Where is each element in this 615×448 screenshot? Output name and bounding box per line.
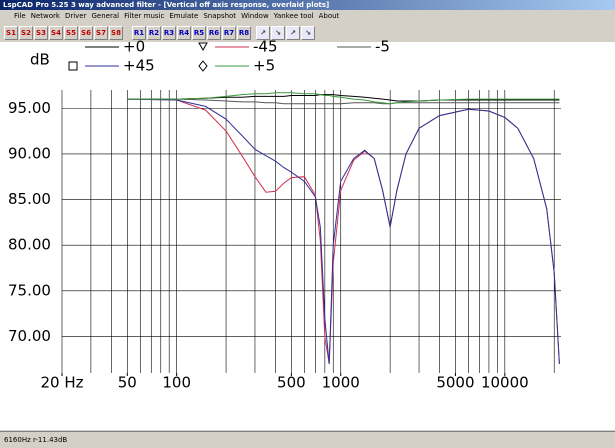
tool-button[interactable]: ↗	[256, 25, 270, 40]
x-tick-label: 500	[277, 374, 306, 392]
s-button[interactable]: S1	[4, 25, 18, 40]
s-button[interactable]: S5	[64, 25, 78, 40]
toolbar: S1 S2 S3 S4 S5 S6 S7 S8 R1 R2 R3 R4 R5 R6 R7 R8 ↗ ↘ ↗ ↘	[0, 25, 615, 40]
s-button[interactable]: S6	[79, 25, 93, 40]
r-button[interactable]: R8	[237, 25, 251, 40]
tool-button[interactable]: ↗	[286, 25, 300, 40]
s-button[interactable]: S3	[34, 25, 48, 40]
y-tick-label: 90.00	[8, 144, 51, 162]
menu-item[interactable]: Emulate	[169, 12, 199, 20]
series-line	[127, 98, 560, 364]
status-bar: 6160Hz r-11.43dB	[0, 431, 615, 447]
legend-symbol	[198, 42, 208, 52]
menu-item[interactable]: About	[318, 12, 340, 20]
chart-background	[0, 42, 615, 430]
r-button[interactable]: R6	[207, 25, 221, 40]
menu-item[interactable]: Snapshot	[203, 12, 237, 20]
menu-item[interactable]: Driver	[64, 12, 87, 20]
tool-button[interactable]: ↘	[301, 25, 315, 40]
x-tick-label: 5000	[436, 374, 474, 392]
r-button[interactable]: R3	[162, 25, 176, 40]
title-bar: LspCAD Pro 5.25 3 way advanced filter - …	[0, 0, 615, 10]
s-button[interactable]: S4	[49, 25, 63, 40]
y-tick-label: 85.00	[8, 190, 51, 208]
y-axis-label: dB	[30, 51, 50, 69]
series-line	[127, 94, 560, 102]
x-tick-label: 10000	[481, 374, 529, 392]
r-button[interactable]: R4	[177, 25, 191, 40]
x-tick-label: 20 Hz	[40, 374, 83, 392]
y-tick-label: 80.00	[8, 236, 51, 254]
legend-label: +5	[253, 57, 275, 75]
menu-item[interactable]: Network	[30, 12, 60, 20]
legend-label: -45	[253, 38, 278, 56]
r-group: R1 R2 R3 R4 R5 R6 R7 R8	[132, 25, 252, 40]
r-button[interactable]: R2	[147, 25, 161, 40]
menu-item[interactable]: Filter music	[124, 12, 165, 20]
menu-item[interactable]: File	[14, 12, 26, 20]
legend-symbol	[198, 60, 208, 72]
plot-area	[127, 92, 560, 364]
x-tick-label: 1000	[322, 374, 360, 392]
x-tick-label: 100	[162, 374, 191, 392]
s-button[interactable]: S8	[109, 25, 123, 40]
menu-item[interactable]: Yankee tool	[273, 12, 314, 20]
s-button[interactable]: S2	[19, 25, 33, 40]
r-button[interactable]: R1	[132, 25, 146, 40]
legend-label: +45	[123, 57, 155, 75]
r-button[interactable]: R5	[192, 25, 206, 40]
r-button[interactable]: R7	[222, 25, 236, 40]
series-line	[127, 92, 560, 105]
legend-symbol	[68, 61, 78, 71]
y-tick-label: 75.00	[8, 281, 51, 299]
legend-label: +0	[123, 38, 145, 56]
menu-item[interactable]: Window	[241, 12, 269, 20]
menu-bar: File Network Driver General Filter music Emul…	[0, 10, 615, 23]
y-tick-label: 95.00	[8, 99, 51, 117]
s-group: S1 S2 S3 S4 S5 S6 S7 S8	[4, 25, 124, 40]
x-tick-label: 50	[118, 374, 137, 392]
legend-label: -5	[375, 38, 390, 56]
s-button[interactable]: S7	[94, 25, 108, 40]
series-line	[127, 98, 560, 105]
y-tick-label: 70.00	[8, 327, 51, 345]
tool-button[interactable]: ↘	[271, 25, 285, 40]
menu-item[interactable]: General	[91, 12, 120, 20]
